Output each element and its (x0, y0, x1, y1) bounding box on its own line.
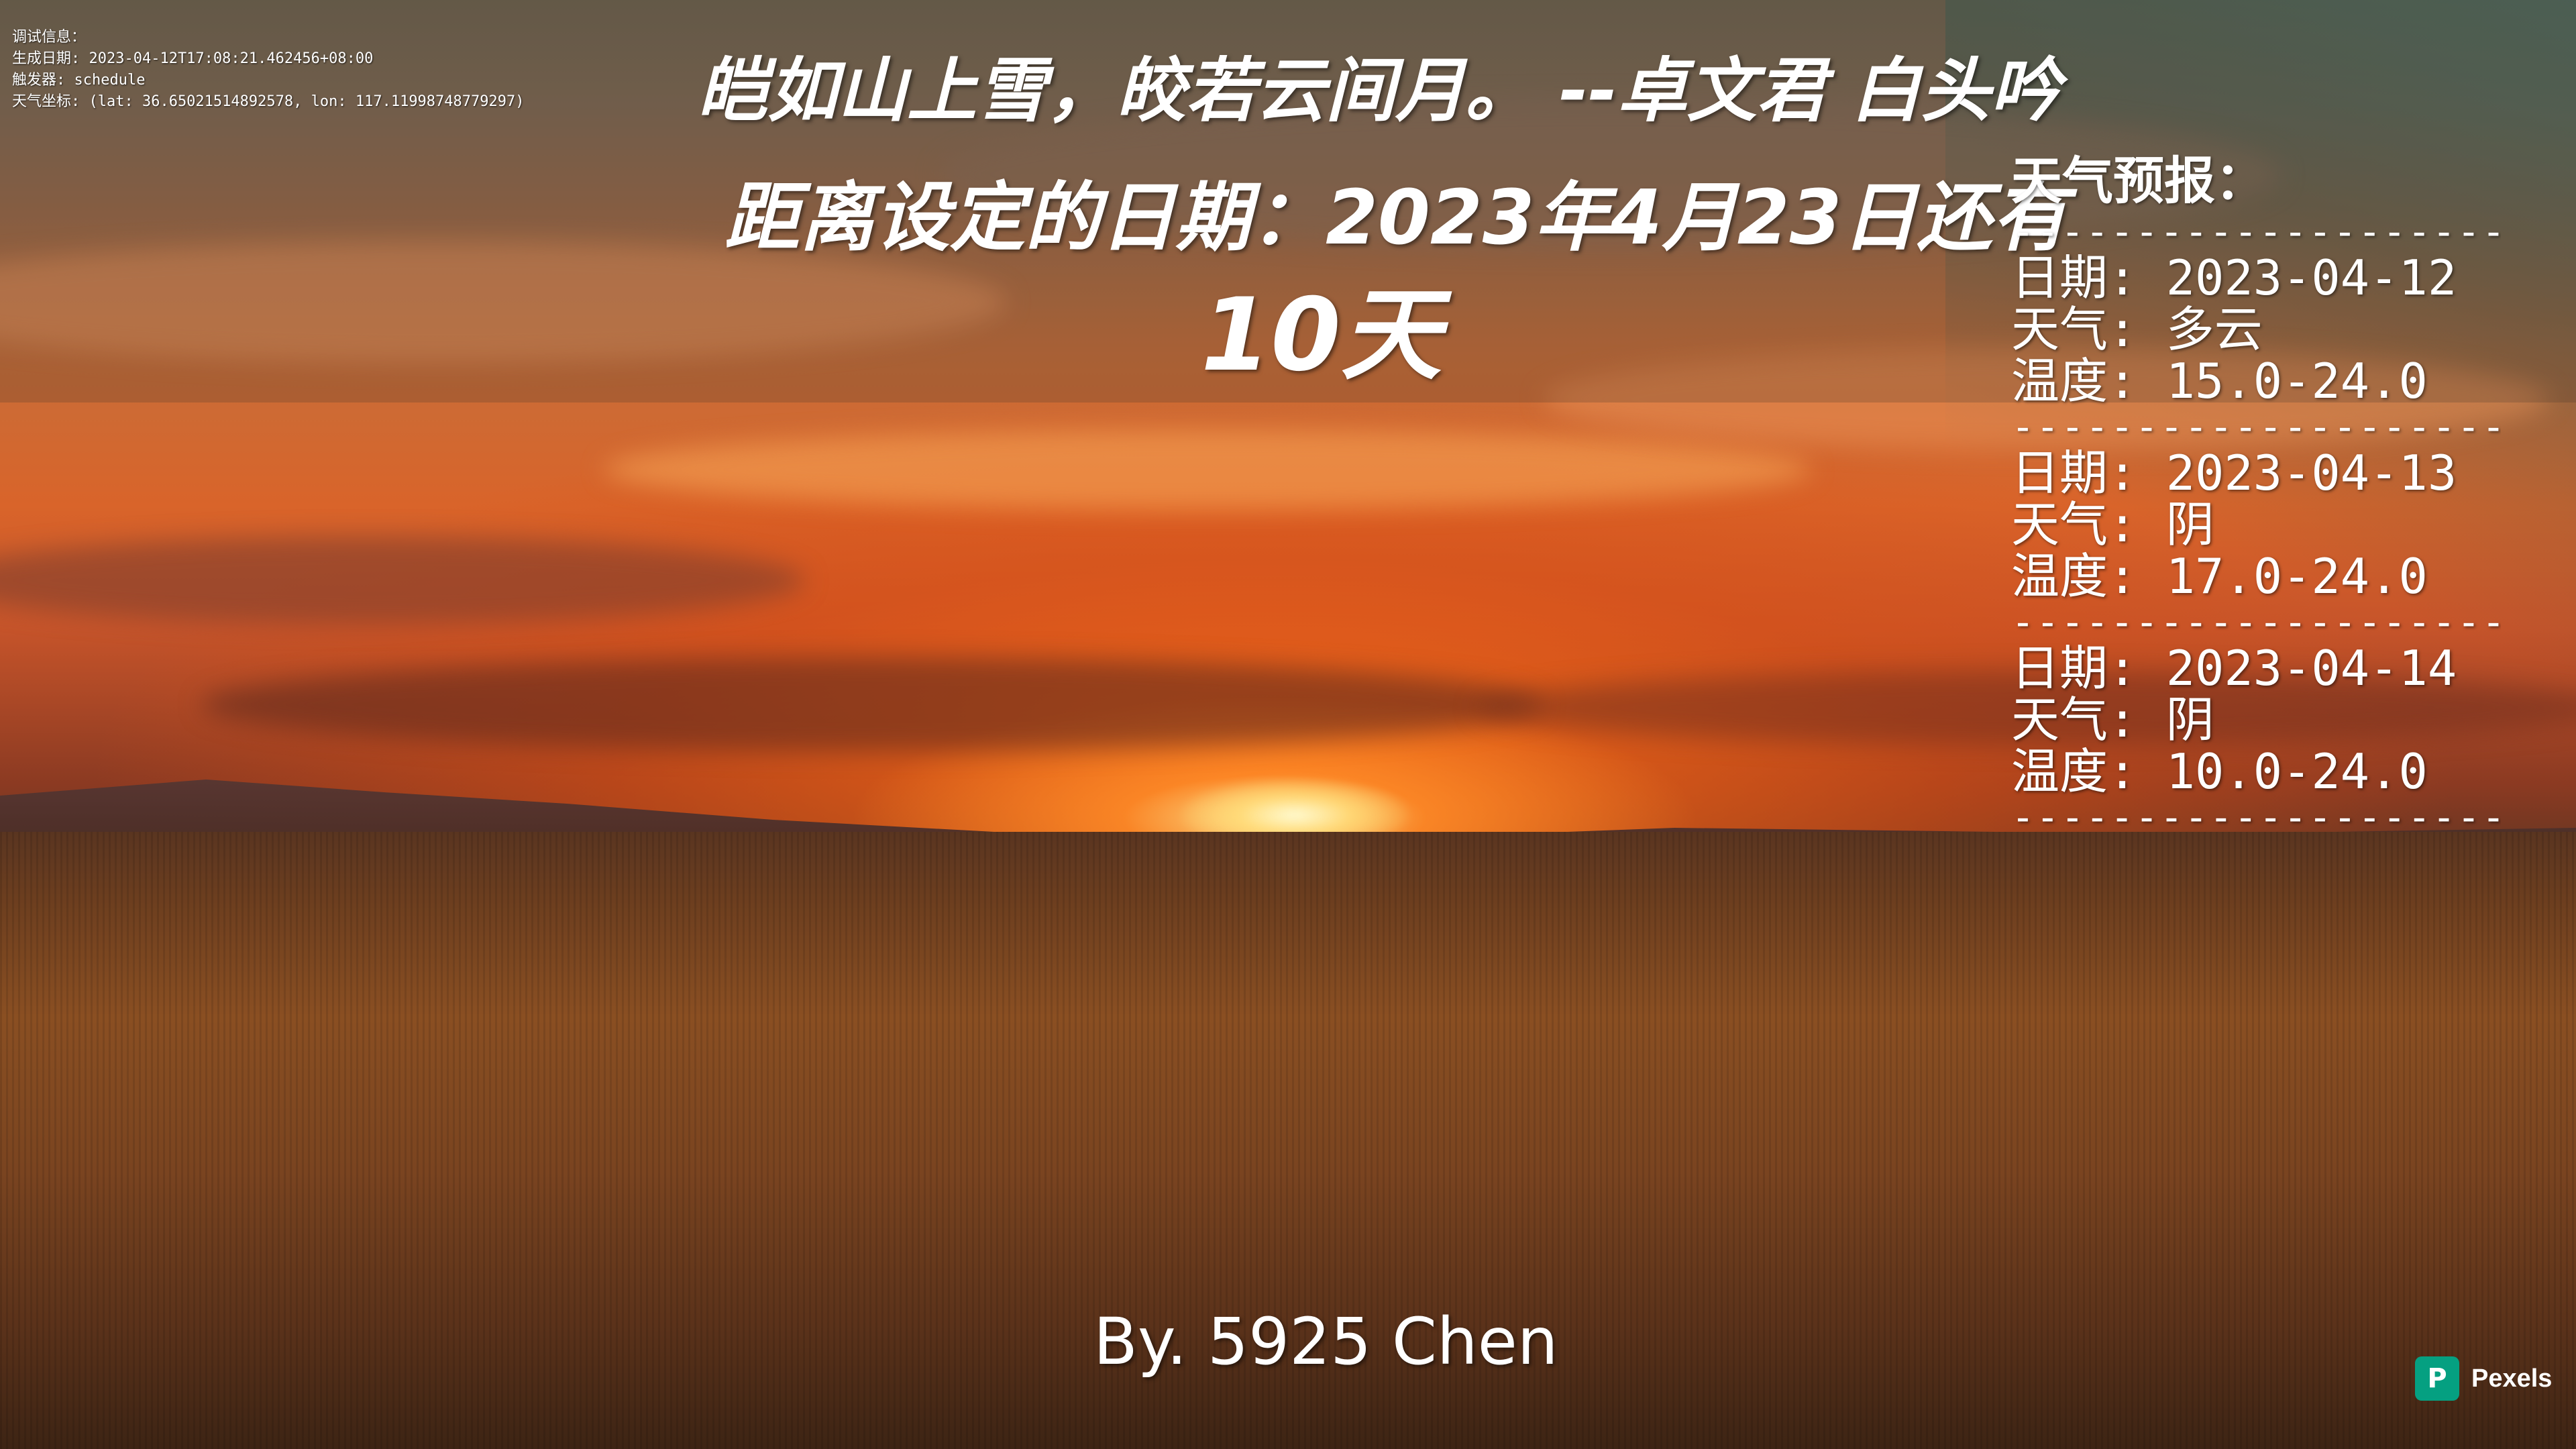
cloud-band (1476, 671, 2576, 745)
debug-trigger: 触发器: schedule (12, 72, 146, 89)
cloud-band (0, 537, 805, 624)
countdown-target-text: 距离设定的日期：2023年4月23日还有 (724, 174, 2068, 262)
debug-generated-date: 生成日期: 2023-04-12T17:08:21.462456+08:00 (12, 50, 374, 67)
author-credit: By. 5925 Chen (1093, 1304, 1558, 1379)
weather-separator: -------------------------------- (2011, 605, 2501, 639)
forecast-condition: 天气: 多云 (2011, 301, 2263, 358)
forecast-temperature: 温度: 17.0-24.0 (2011, 548, 2428, 604)
pexels-logo-icon: P (2415, 1356, 2459, 1401)
top-overlay-band (0, 0, 2576, 402)
countdown-days-remaining: 10天 (1201, 277, 1442, 394)
pexels-label: Pexels (2471, 1364, 2553, 1393)
weather-forecast-title: 天气预报： (2011, 151, 2266, 211)
weather-separator: -------------------------------- (2011, 800, 2501, 834)
forecast-entry: 日期: 2023-04-12 天气: 多云 温度: 15.0-24.0 (2011, 252, 2521, 407)
forecast-date: 日期: 2023-04-14 (2011, 640, 2457, 696)
weather-separator: -------------------------------- (2011, 215, 2501, 248)
cloud-band (939, 101, 2281, 248)
poem-quote: 皑如山上雪，皎若云间月。 --卓文君 白头吟 (698, 50, 2060, 131)
debug-info-panel: 调试信息： 生成日期: 2023-04-12T17:08:21.462456+0… (12, 27, 525, 113)
weather-separator: -------------------------------- (2011, 410, 2501, 443)
forecast-condition: 天气: 阴 (2011, 692, 2214, 748)
weather-forecast-panel: 天气预报： -------------------------------- 日… (2011, 148, 2521, 834)
forecast-entry: 日期: 2023-04-13 天气: 阴 温度: 17.0-24.0 (2011, 447, 2521, 602)
cloud-band (201, 657, 1543, 751)
pexels-watermark: P Pexels (2415, 1356, 2552, 1401)
forecast-date: 日期: 2023-04-13 (2011, 445, 2457, 501)
cloud-band (0, 241, 1006, 362)
debug-title: 调试信息： (12, 29, 87, 46)
cloud-band (604, 429, 1811, 510)
cloud-band (1543, 349, 2549, 449)
wheat-field (0, 832, 2576, 1449)
forecast-entry: 日期: 2023-04-14 天气: 阴 温度: 10.0-24.0 (2011, 643, 2521, 798)
debug-weather-coords: 天气坐标: (lat: 36.65021514892578, lon: 117.… (12, 93, 525, 110)
forecast-date: 日期: 2023-04-12 (2011, 250, 2457, 306)
forecast-condition: 天气: 阴 (2011, 496, 2214, 553)
forecast-temperature: 温度: 10.0-24.0 (2011, 743, 2428, 800)
forecast-temperature: 温度: 15.0-24.0 (2011, 353, 2428, 409)
teal-sky-tint (1945, 0, 2576, 671)
